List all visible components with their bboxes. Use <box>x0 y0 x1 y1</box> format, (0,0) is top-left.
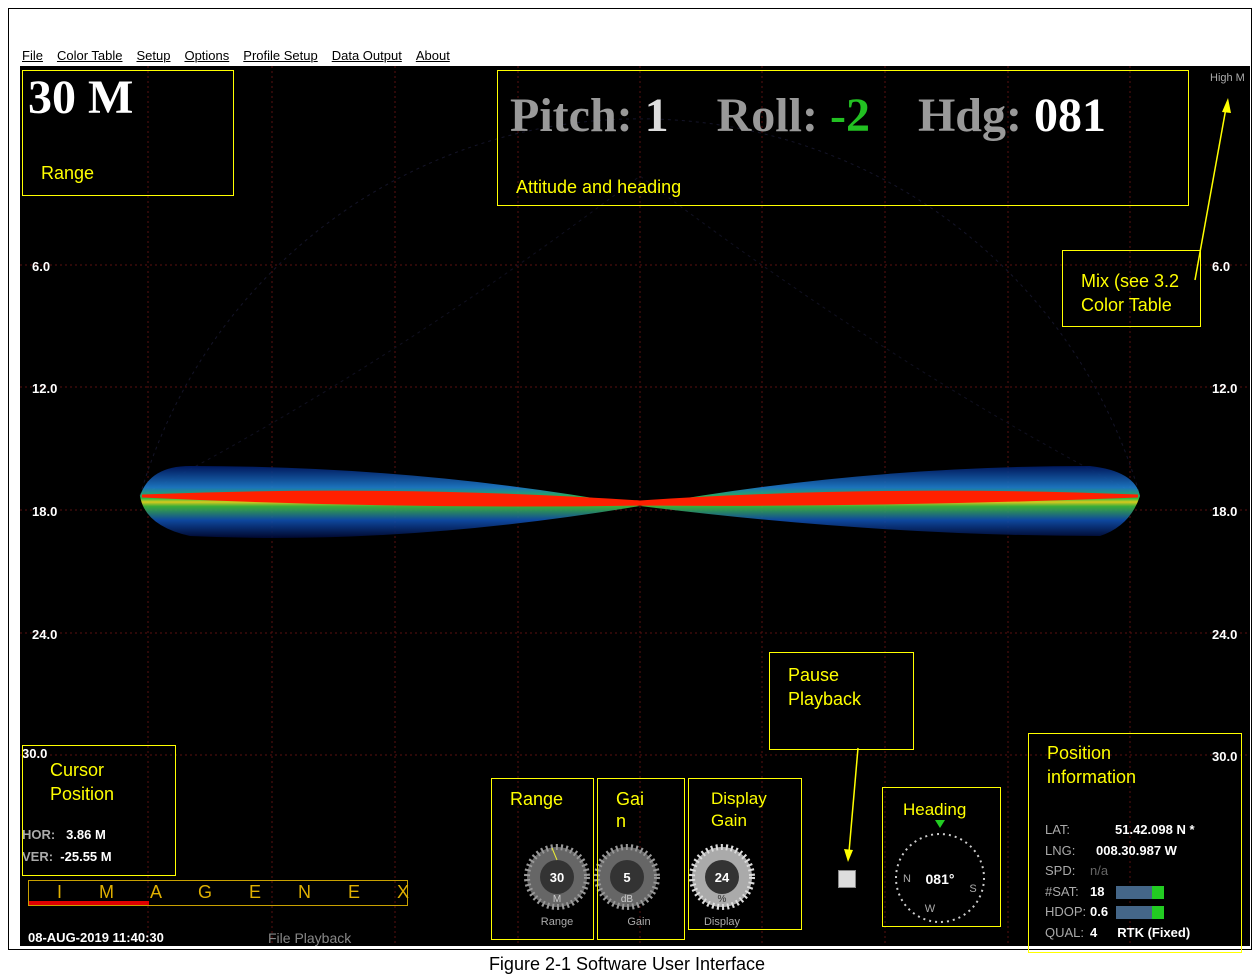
playback-mode: File Playback <box>268 930 351 946</box>
annotation-box: Range <box>22 70 234 196</box>
menu-item[interactable]: Setup <box>136 48 170 63</box>
depth-label: 12.0 <box>32 381 57 396</box>
logo-box: I M A G E N E X <box>28 880 408 906</box>
page: File Color Table Setup Options Profile Setup… <box>0 0 1254 979</box>
annotation: Mix (see 3.2 <box>1081 269 1179 293</box>
menu-item[interactable]: Profile Setup <box>243 48 317 63</box>
menu-item[interactable]: Color Table <box>57 48 123 63</box>
annotation: Cursor <box>50 758 104 782</box>
annotation: Gain <box>711 809 747 833</box>
depth-label: 12.0 <box>1212 381 1237 396</box>
depth-label: 6.0 <box>32 259 50 274</box>
figure-caption: Figure 2-1 Software User Interface <box>0 954 1254 975</box>
logo: I M A G E N E X <box>57 882 425 903</box>
annotation: Pause <box>788 663 839 687</box>
annotation: Position <box>50 782 114 806</box>
depth-label: 24.0 <box>1212 627 1237 642</box>
datetime: 08-AUG-2019 11:40:30 <box>28 930 164 945</box>
annotation: Range <box>41 161 94 185</box>
annotation: Gai <box>616 787 644 811</box>
pause-button[interactable] <box>838 870 856 888</box>
annotation-box: Heading <box>882 787 1001 927</box>
color-mode: High M <box>1210 72 1245 84</box>
depth-label: 24.0 <box>32 627 57 642</box>
depth-label: 6.0 <box>1212 259 1230 274</box>
menu-item[interactable]: Data Output <box>332 48 402 63</box>
annotation: Position <box>1047 741 1111 765</box>
annotation: Display <box>711 787 767 811</box>
annotation-box: Attitude and heading <box>497 70 1189 206</box>
menu-item[interactable]: Options <box>184 48 229 63</box>
annotation-box: Range <box>491 778 594 940</box>
annotation: Heading <box>903 798 966 822</box>
annotation: Attitude and heading <box>516 175 681 199</box>
annotation: information <box>1047 765 1136 789</box>
annotation: Color Table <box>1081 293 1172 317</box>
depth-label: 18.0 <box>1212 504 1237 519</box>
menu-bar: File Color Table Setup Options Profile Setup… <box>22 47 464 65</box>
menu-item[interactable]: About <box>416 48 450 63</box>
annotation: Range <box>510 787 563 811</box>
menu-item[interactable]: File <box>22 48 43 63</box>
annotation: n <box>616 809 626 833</box>
depth-label: 18.0 <box>32 504 57 519</box>
annotation: Playback <box>788 687 861 711</box>
